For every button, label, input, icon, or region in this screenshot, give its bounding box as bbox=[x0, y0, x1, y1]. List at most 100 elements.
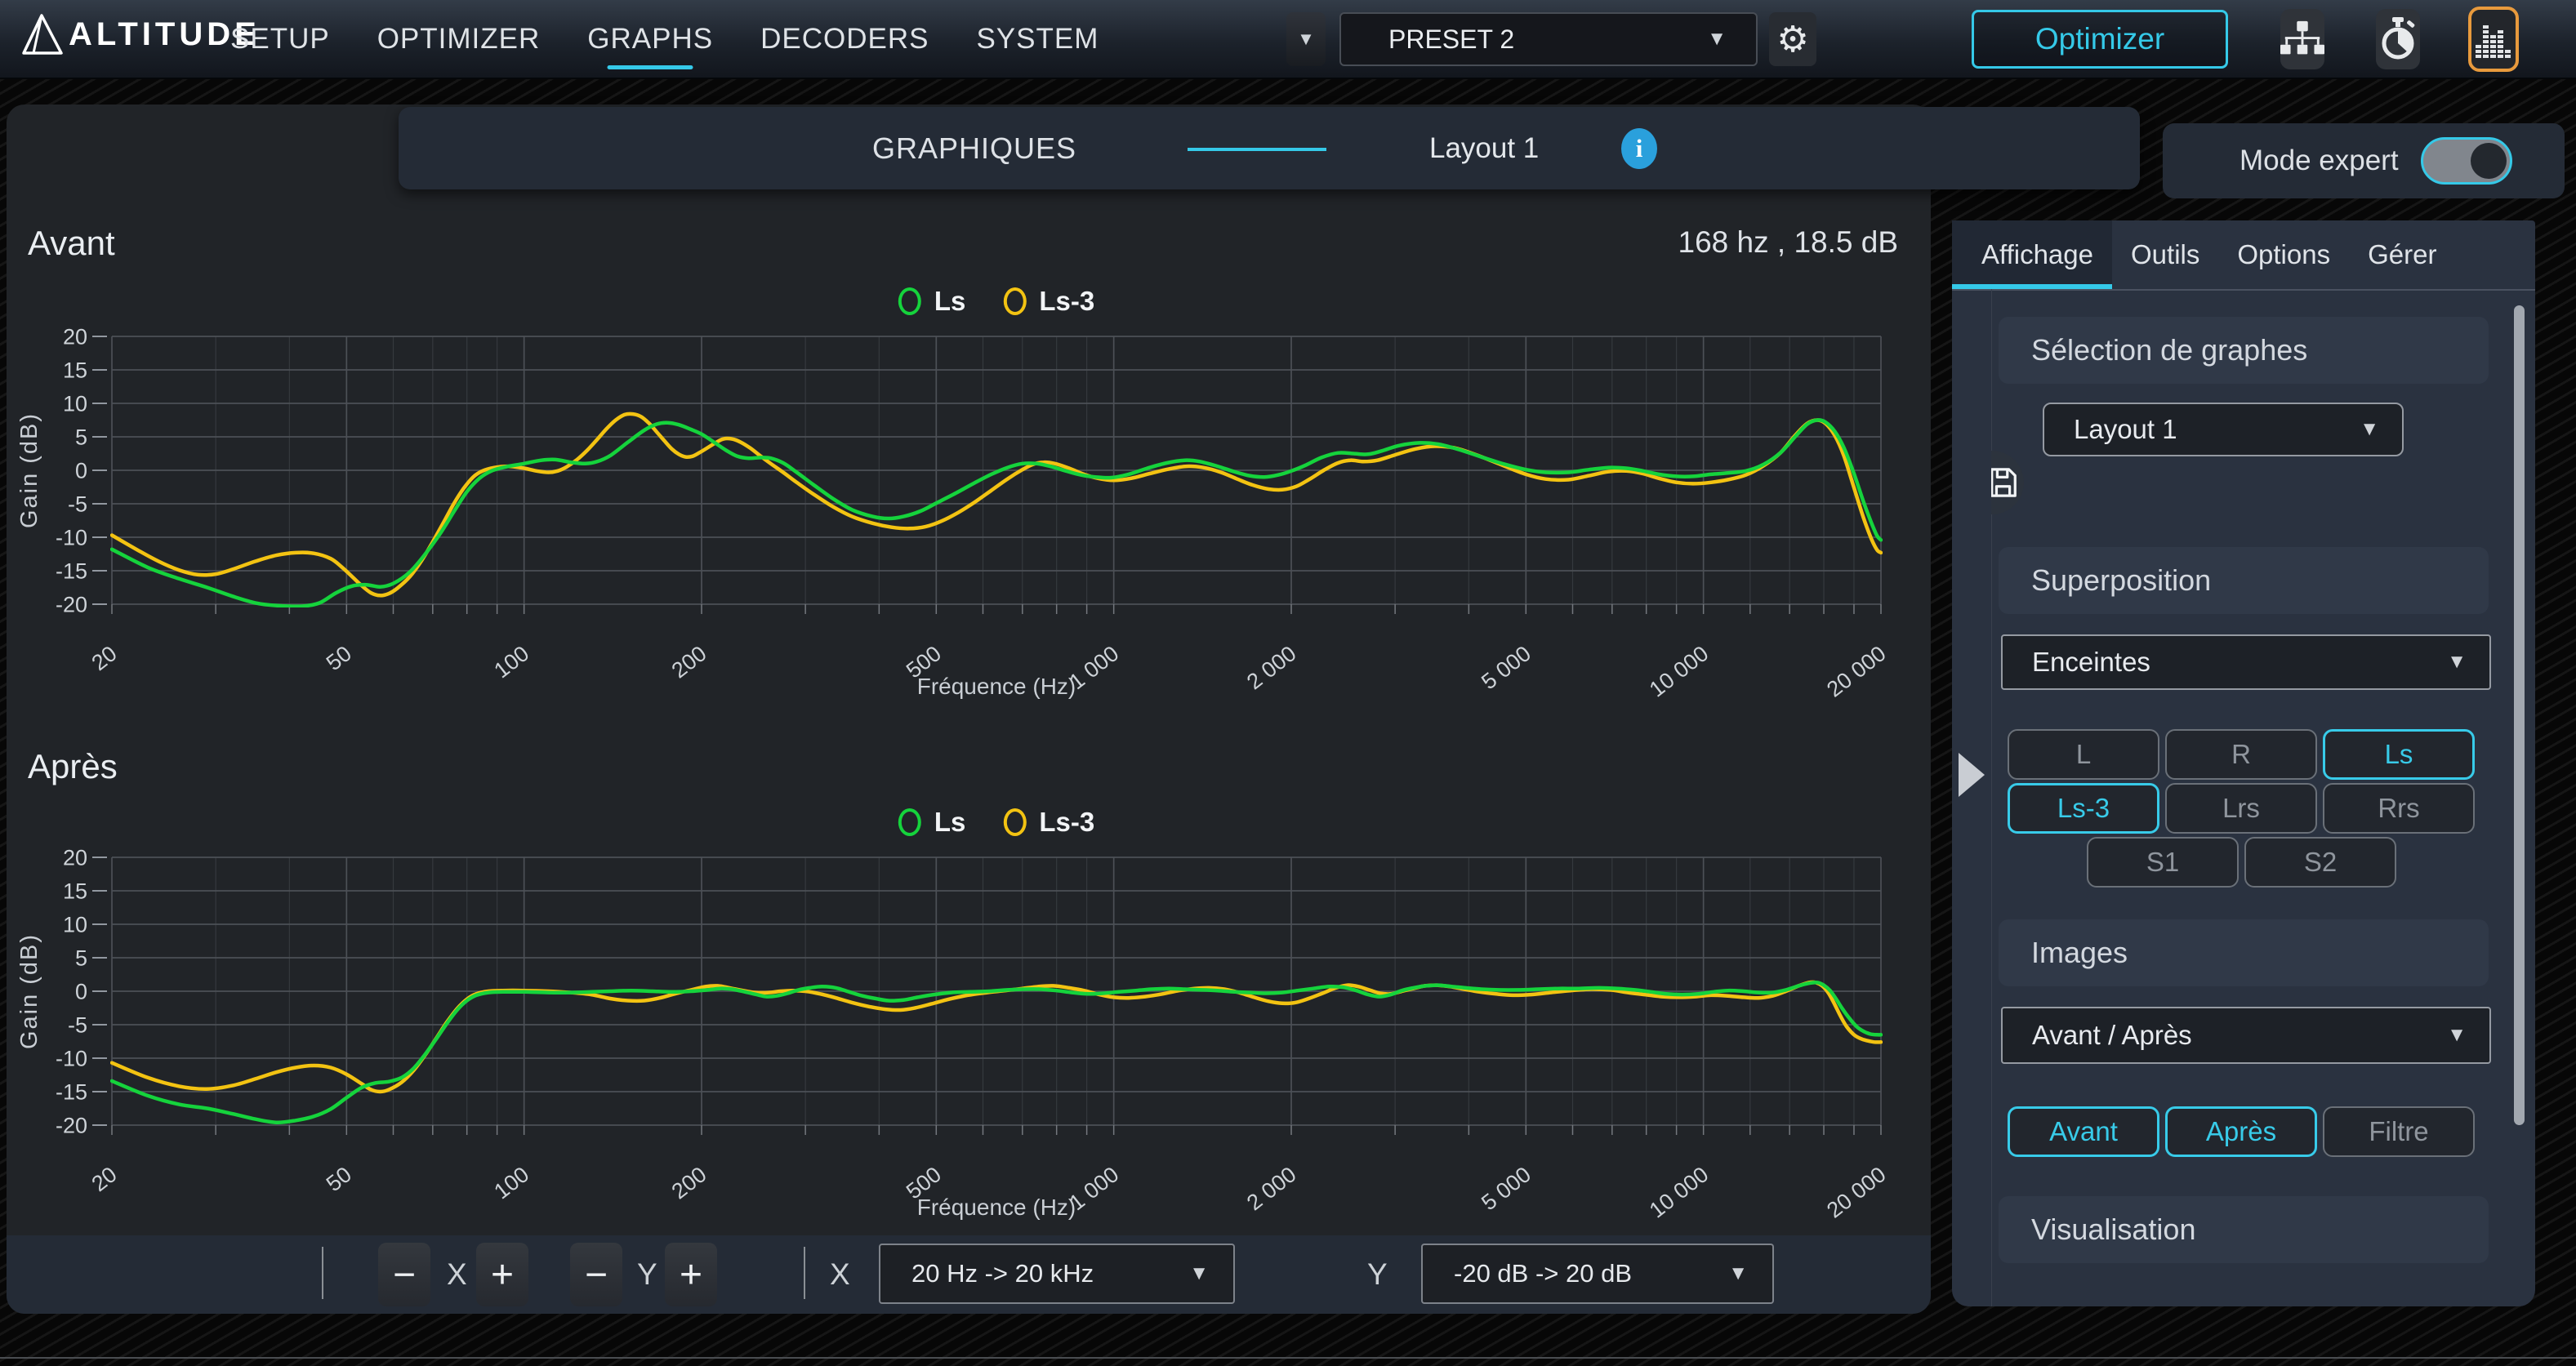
expert-mode-toggle[interactable] bbox=[2421, 137, 2512, 185]
y-range-label: Y bbox=[1367, 1257, 1388, 1291]
nav-item-setup[interactable]: SETUP bbox=[230, 22, 330, 55]
svg-text:10 000: 10 000 bbox=[1645, 641, 1714, 701]
svg-text:50: 50 bbox=[322, 641, 356, 675]
save-layout-chip[interactable] bbox=[1991, 451, 2026, 514]
svg-text:10: 10 bbox=[63, 912, 87, 937]
layout-select[interactable]: Layout 1 ▼ bbox=[2043, 403, 2404, 456]
info-icon-glyph: i bbox=[1635, 134, 1643, 162]
chart-title-apres: Après bbox=[28, 747, 118, 785]
svg-text:100: 100 bbox=[489, 1162, 533, 1204]
svg-text:2 000: 2 000 bbox=[1242, 641, 1301, 694]
nav-item-decoders[interactable]: DECODERS bbox=[760, 22, 929, 55]
speaker-button-lrs[interactable]: Lrs bbox=[2165, 783, 2317, 834]
timer-button[interactable] bbox=[2376, 9, 2420, 69]
svg-text:5 000: 5 000 bbox=[1477, 1162, 1535, 1215]
sidebar: Affichage Outils Options Gérer Sélection de… bbox=[1952, 220, 2535, 1306]
x-range-label: X bbox=[830, 1257, 850, 1291]
stopwatch-icon bbox=[2382, 17, 2415, 60]
legend-item-ls-3: Ls-3 bbox=[1003, 286, 1094, 317]
svg-text:-10: -10 bbox=[56, 525, 87, 550]
x-range-select[interactable]: 20 Hz -> 20 kHz ▼ bbox=[879, 1244, 1235, 1304]
nav-item-optimizer[interactable]: OPTIMIZER bbox=[377, 22, 541, 55]
tab-g-rer[interactable]: Gérer bbox=[2368, 239, 2437, 269]
sidebar-scrollbar[interactable] bbox=[2514, 305, 2525, 1125]
svg-text:-20: -20 bbox=[56, 1113, 87, 1137]
speaker-button-ls[interactable]: Ls bbox=[2323, 729, 2475, 780]
graphs-eq-button[interactable] bbox=[2468, 7, 2519, 72]
svg-text:-5: -5 bbox=[68, 492, 87, 516]
y-range-select[interactable]: -20 dB -> 20 dB ▼ bbox=[1421, 1244, 1774, 1304]
svg-text:Gain (dB): Gain (dB) bbox=[16, 412, 42, 528]
routing-button[interactable] bbox=[2280, 9, 2324, 69]
svg-text:10: 10 bbox=[63, 391, 87, 416]
svg-text:-15: -15 bbox=[56, 558, 87, 583]
images-select[interactable]: Avant / Après ▼ bbox=[2001, 1007, 2491, 1064]
y-zoom-out-button[interactable]: − bbox=[570, 1243, 622, 1306]
legend-item-ls: Ls bbox=[898, 807, 965, 838]
svg-text:50: 50 bbox=[322, 1162, 356, 1196]
section-header-selection: Sélection de graphes bbox=[1999, 317, 2489, 384]
preset-quick-caret-button[interactable]: ▼ bbox=[1286, 12, 1326, 66]
svg-text:0: 0 bbox=[75, 979, 87, 1003]
legend-label: Ls bbox=[934, 286, 966, 316]
y-range-value: -20 dB -> 20 dB bbox=[1454, 1259, 1632, 1288]
optimizer-button[interactable]: Optimizer bbox=[1972, 10, 2228, 69]
svg-text:-5: -5 bbox=[68, 1012, 87, 1037]
speaker-button-s2[interactable]: S2 bbox=[2244, 837, 2396, 888]
chevron-down-icon: ▼ bbox=[2447, 651, 2467, 673]
legend-avant: Ls Ls-3 bbox=[898, 286, 1094, 317]
tab-options[interactable]: Options bbox=[2237, 239, 2331, 269]
chart-title-avant: Avant bbox=[28, 224, 115, 262]
svg-text:-20: -20 bbox=[56, 592, 87, 616]
speaker-button-rrs[interactable]: Rrs bbox=[2323, 783, 2475, 834]
sidebar-collapse-arrow-icon[interactable] bbox=[1959, 753, 1985, 797]
chevron-down-icon: ▼ bbox=[1728, 1262, 1748, 1284]
toolbar-divider bbox=[804, 1247, 805, 1299]
svg-text:20: 20 bbox=[63, 845, 87, 870]
chevron-down-icon: ▼ bbox=[1707, 28, 1727, 50]
y-zoom-label: Y bbox=[637, 1257, 657, 1291]
settings-button[interactable]: ⚙ bbox=[1769, 12, 1816, 66]
tab-affichage[interactable]: Affichage bbox=[1952, 220, 2112, 289]
svg-text:20: 20 bbox=[87, 1162, 122, 1196]
svg-text:10 000: 10 000 bbox=[1645, 1162, 1714, 1222]
logo-text: ALTITUDE bbox=[69, 16, 261, 52]
altitude-logo: ALTITUDE bbox=[21, 13, 261, 56]
svg-text:20 000: 20 000 bbox=[1822, 1162, 1891, 1222]
nav-item-system[interactable]: SYSTEM bbox=[976, 22, 1099, 55]
svg-text:5: 5 bbox=[75, 946, 87, 970]
image-button-filtre[interactable]: Filtre bbox=[2323, 1106, 2475, 1157]
bottom-edge-line bbox=[0, 1357, 2576, 1359]
preset-select[interactable]: PRESET 2 ▼ bbox=[1339, 12, 1758, 66]
speaker-button-l[interactable]: L bbox=[2008, 729, 2159, 780]
speaker-button-r[interactable]: R bbox=[2165, 729, 2317, 780]
nav-item-graphs[interactable]: GRAPHS bbox=[587, 0, 713, 78]
legend-item-ls: Ls bbox=[898, 286, 966, 317]
x-zoom-out-button[interactable]: − bbox=[378, 1243, 430, 1306]
page-title: GRAPHIQUES bbox=[872, 131, 1077, 165]
speaker-button-ls-3[interactable]: Ls-3 bbox=[2008, 783, 2159, 834]
svg-text:Fréquence (Hz): Fréquence (Hz) bbox=[917, 1195, 1076, 1220]
main-nav: SETUP OPTIMIZER GRAPHS DECODERS SYSTEM bbox=[230, 0, 1099, 78]
legend-ring-ls bbox=[898, 808, 921, 836]
info-icon[interactable]: i bbox=[1621, 128, 1657, 169]
images-select-value: Avant / Après bbox=[2032, 1020, 2192, 1050]
image-button-avant[interactable]: Avant bbox=[2008, 1106, 2159, 1157]
svg-text:15: 15 bbox=[63, 358, 87, 382]
image-button-apr-s[interactable]: Après bbox=[2165, 1106, 2317, 1157]
superposition-select-value: Enceintes bbox=[2032, 647, 2150, 677]
section-header-visualisation: Visualisation bbox=[1999, 1196, 2489, 1263]
y-zoom-in-button[interactable]: + bbox=[665, 1243, 717, 1306]
current-layout-label: Layout 1 bbox=[1429, 131, 1540, 164]
logo-triangle-icon bbox=[22, 14, 63, 55]
legend-apres: Ls Ls-3 bbox=[898, 807, 1094, 838]
zoom-toolbar: − X + − Y + X 20 Hz -> 20 kHz ▼ Y -20 dB… bbox=[7, 1235, 1931, 1314]
x-zoom-in-button[interactable]: + bbox=[476, 1243, 528, 1306]
svg-text:20: 20 bbox=[63, 324, 87, 349]
tab-outils[interactable]: Outils bbox=[2131, 239, 2200, 269]
speaker-button-s1[interactable]: S1 bbox=[2087, 837, 2239, 888]
superposition-select[interactable]: Enceintes ▼ bbox=[2001, 634, 2491, 690]
page-header-bar: GRAPHIQUES Layout 1 i bbox=[399, 107, 2140, 189]
